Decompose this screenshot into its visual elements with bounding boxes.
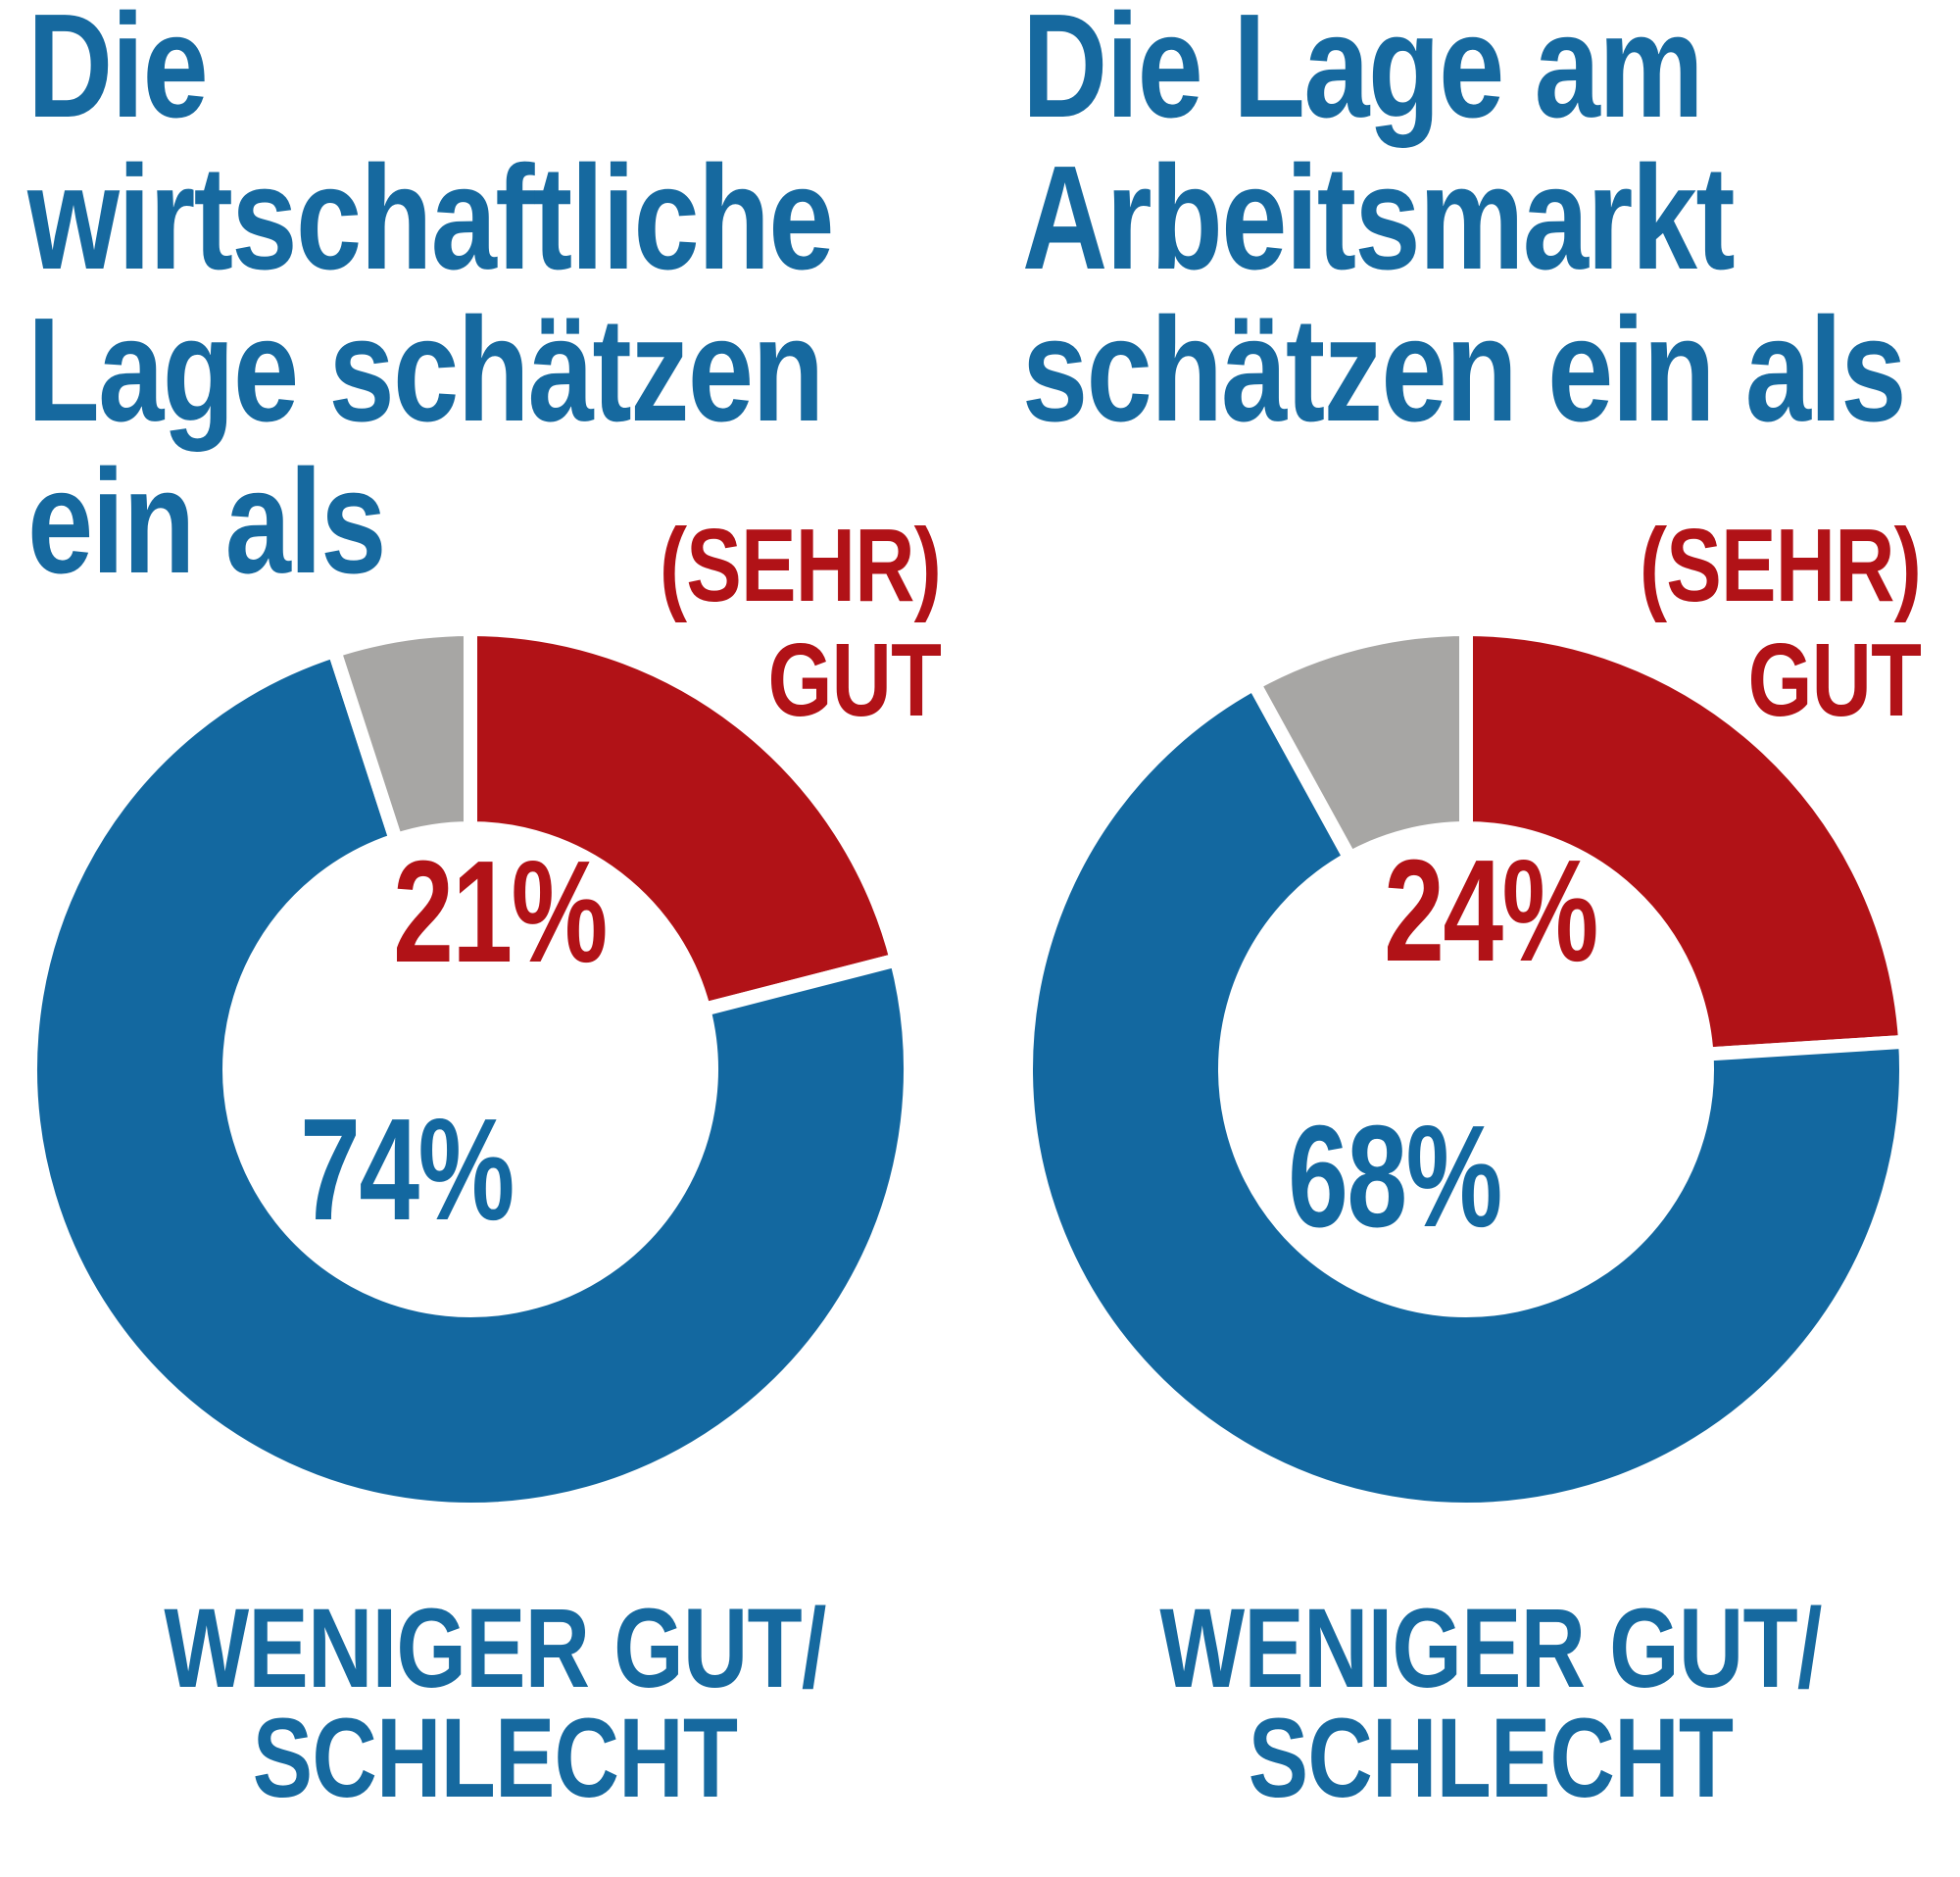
slice-label-weniger-gut-schlecht: WENIGER GUT/ SCHLECHT	[1099, 1586, 1883, 1821]
pct-weniger-gut: 68%	[1288, 1096, 1502, 1258]
title-line: ein als	[27, 438, 386, 604]
slice-label-line: WENIGER GUT/	[164, 1586, 826, 1711]
slice-label-sehr-gut: (SEHR) GUT	[1639, 508, 1922, 738]
slice-label-line: (SEHR)	[659, 508, 942, 623]
title-line: Arbeitsmarkt	[1022, 134, 1736, 300]
slice-label-line: SCHLECHT	[1248, 1696, 1734, 1821]
slice-label-line: GUT	[767, 622, 941, 738]
title-line: Die	[27, 0, 209, 148]
slice-label-line: SCHLECHT	[252, 1696, 738, 1821]
title-line: Die Lage am	[1022, 0, 1704, 148]
slice-sehr-gut	[1459, 621, 1913, 1062]
title-line: Lage schätzen	[27, 286, 824, 452]
slice-sehr-gut	[464, 621, 906, 1018]
slice-label-line: WENIGER GUT/	[1159, 1586, 1822, 1711]
slice-label-line: (SEHR)	[1639, 508, 1922, 623]
slice-weniger-gut-schlecht	[24, 642, 917, 1516]
donut-chart	[24, 621, 917, 1516]
title-line: schätzen ein als	[1022, 286, 1907, 452]
slice-rest	[325, 621, 477, 849]
chart-panel-arbeitsmarkt: Die Lage am Arbeitsmarkt schätzen ein al…	[980, 0, 1960, 1877]
pct-weniger-gut: 74%	[300, 1089, 514, 1251]
chart-title: Die Lage am Arbeitsmarkt schätzen ein al…	[1022, 0, 1907, 452]
slice-label-weniger-gut-schlecht: WENIGER GUT/ SCHLECHT	[103, 1586, 887, 1821]
title-line: wirtschaftliche	[27, 134, 834, 300]
slice-rest	[1245, 621, 1473, 867]
pct-sehr-gut: 24%	[1384, 830, 1598, 992]
slice-label-sehr-gut: (SEHR) GUT	[659, 508, 942, 738]
slice-label-line: GUT	[1747, 622, 1921, 738]
chart-panel-wirtschaftliche-lage: Die wirtschaftliche Lage schätzen ein al…	[24, 0, 942, 1821]
slice-weniger-gut-schlecht	[1019, 674, 1913, 1516]
pct-sehr-gut: 21%	[393, 831, 608, 993]
donut-chart	[1019, 621, 1913, 1516]
chart-title: Die wirtschaftliche Lage schätzen ein al…	[27, 0, 834, 604]
